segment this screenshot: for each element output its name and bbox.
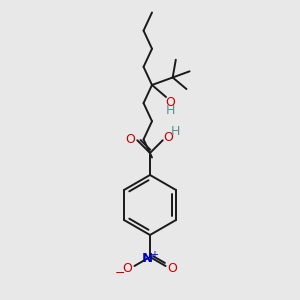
Text: O: O — [125, 133, 135, 146]
Text: N: N — [141, 253, 153, 266]
Text: +: + — [150, 250, 158, 260]
Text: O: O — [122, 262, 132, 275]
Text: O: O — [168, 262, 178, 275]
Text: O: O — [163, 131, 173, 144]
Text: H: H — [165, 104, 175, 118]
Text: H: H — [171, 125, 180, 138]
Text: O: O — [165, 95, 175, 109]
Text: −: − — [115, 266, 126, 280]
